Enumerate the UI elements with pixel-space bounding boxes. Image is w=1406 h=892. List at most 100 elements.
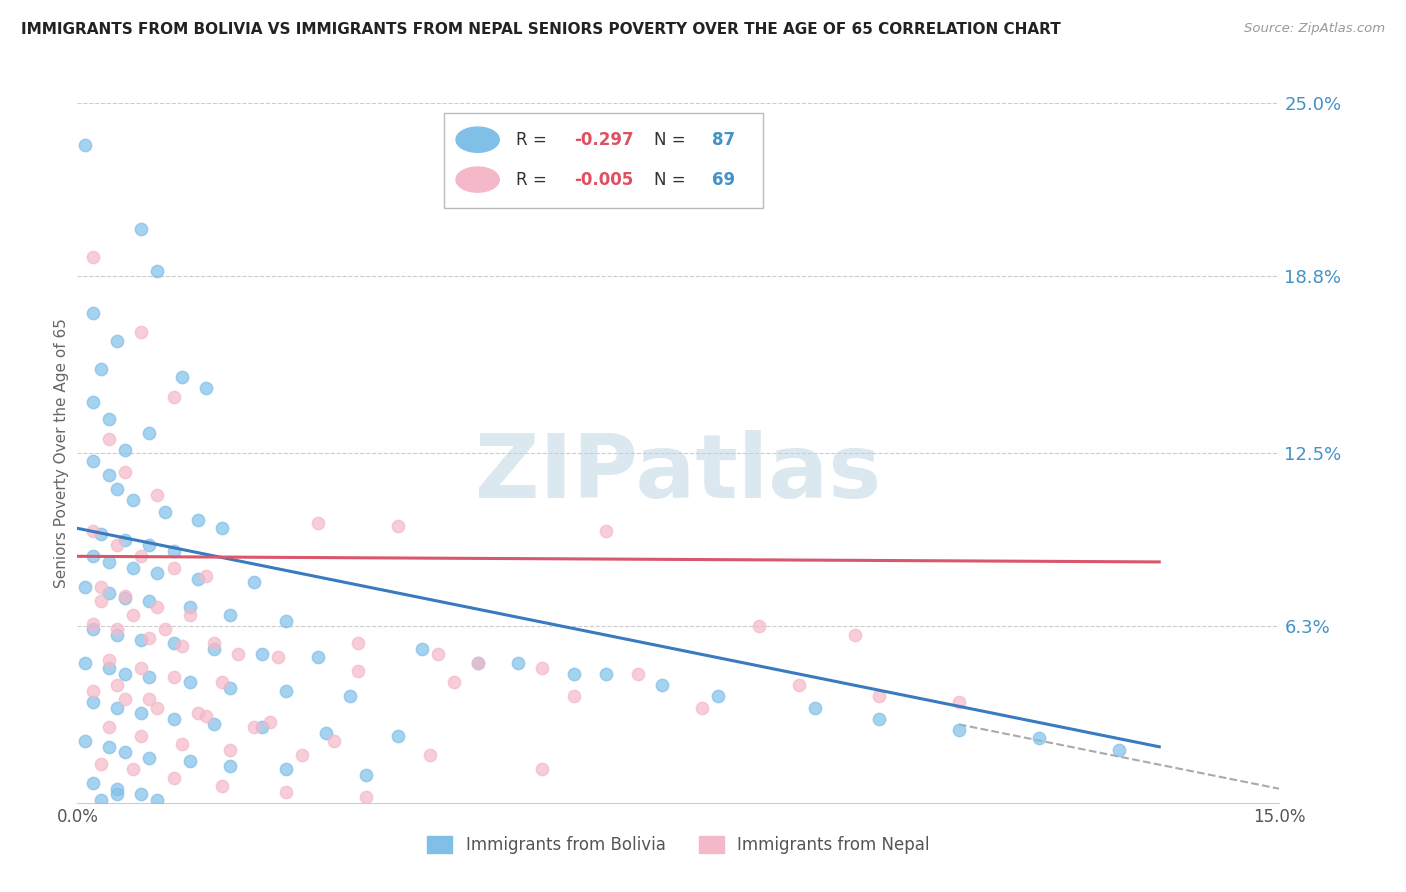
- Point: [194, 709, 217, 723]
- Point: [162, 712, 184, 726]
- Point: [531, 762, 554, 776]
- Point: [114, 589, 136, 603]
- Point: [114, 442, 136, 457]
- Point: [114, 692, 136, 706]
- Point: [179, 599, 201, 614]
- Point: [90, 580, 112, 594]
- Point: [354, 790, 377, 805]
- Point: [467, 656, 489, 670]
- Point: [202, 717, 225, 731]
- Point: [202, 636, 225, 650]
- Point: [122, 493, 145, 508]
- Point: [194, 381, 217, 395]
- Point: [107, 700, 129, 714]
- Point: [98, 586, 121, 600]
- Point: [75, 656, 97, 670]
- Y-axis label: Seniors Poverty Over the Age of 65: Seniors Poverty Over the Age of 65: [53, 318, 69, 588]
- Point: [211, 779, 233, 793]
- Text: Source: ZipAtlas.com: Source: ZipAtlas.com: [1244, 22, 1385, 36]
- Point: [274, 784, 297, 798]
- Text: ZIPatlas: ZIPatlas: [475, 430, 882, 517]
- Point: [707, 690, 730, 704]
- Point: [170, 639, 193, 653]
- Point: [274, 683, 297, 698]
- Point: [107, 538, 129, 552]
- Point: [267, 650, 290, 665]
- Point: [138, 538, 160, 552]
- Point: [75, 734, 97, 748]
- Point: [131, 325, 153, 339]
- Point: [419, 748, 441, 763]
- Point: [155, 504, 177, 518]
- Point: [82, 622, 104, 636]
- Point: [595, 667, 617, 681]
- Point: [107, 788, 129, 802]
- Point: [211, 521, 233, 535]
- Point: [82, 250, 104, 264]
- Point: [179, 754, 201, 768]
- Point: [948, 695, 970, 709]
- Point: [114, 533, 136, 547]
- Point: [347, 664, 370, 678]
- Point: [90, 793, 112, 807]
- Point: [307, 516, 329, 530]
- Point: [170, 737, 193, 751]
- Point: [162, 636, 184, 650]
- Point: [90, 594, 112, 608]
- Point: [1028, 731, 1050, 746]
- Point: [194, 569, 217, 583]
- Point: [562, 690, 585, 704]
- Point: [138, 692, 160, 706]
- Point: [131, 788, 153, 802]
- Text: 87: 87: [711, 131, 735, 149]
- Point: [250, 720, 273, 734]
- Text: 69: 69: [711, 170, 735, 188]
- Point: [131, 661, 153, 675]
- Point: [82, 776, 104, 790]
- Point: [90, 756, 112, 771]
- Point: [122, 762, 145, 776]
- Circle shape: [456, 127, 499, 153]
- Point: [107, 781, 129, 796]
- Point: [82, 306, 104, 320]
- Point: [138, 751, 160, 765]
- Point: [218, 608, 240, 623]
- Point: [948, 723, 970, 737]
- Point: [122, 560, 145, 574]
- Point: [138, 631, 160, 645]
- Point: [82, 395, 104, 409]
- Point: [131, 633, 153, 648]
- Point: [179, 675, 201, 690]
- Point: [155, 622, 177, 636]
- Point: [138, 670, 160, 684]
- Point: [138, 594, 160, 608]
- Point: [226, 648, 249, 662]
- Point: [748, 619, 770, 633]
- Point: [411, 641, 433, 656]
- Point: [146, 263, 169, 277]
- Point: [1108, 742, 1130, 756]
- Point: [114, 591, 136, 606]
- Point: [162, 670, 184, 684]
- Point: [107, 334, 129, 348]
- Point: [291, 748, 314, 763]
- Point: [146, 488, 169, 502]
- Point: [186, 572, 209, 586]
- Legend: Immigrants from Bolivia, Immigrants from Nepal: Immigrants from Bolivia, Immigrants from…: [420, 830, 936, 861]
- Point: [307, 650, 329, 665]
- Point: [98, 432, 121, 446]
- Point: [242, 574, 264, 589]
- Point: [98, 661, 121, 675]
- Point: [274, 762, 297, 776]
- Point: [131, 706, 153, 721]
- Point: [138, 426, 160, 441]
- Point: [218, 742, 240, 756]
- Point: [146, 566, 169, 581]
- Point: [131, 729, 153, 743]
- Point: [146, 599, 169, 614]
- Point: [107, 628, 129, 642]
- Point: [98, 739, 121, 754]
- Point: [107, 622, 129, 636]
- Circle shape: [456, 167, 499, 192]
- Text: N =: N =: [654, 170, 692, 188]
